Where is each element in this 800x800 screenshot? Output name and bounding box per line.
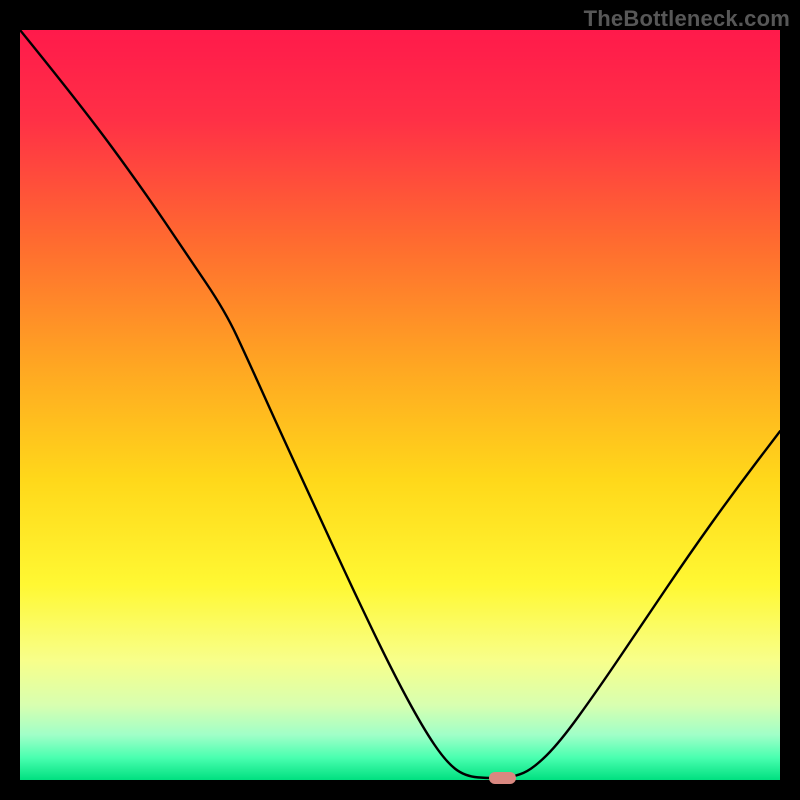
plot-area: [20, 30, 780, 780]
minimum-marker: [489, 772, 516, 784]
watermark-label: TheBottleneck.com: [584, 6, 790, 32]
gradient-background: [20, 30, 780, 780]
chart-container: TheBottleneck.com: [0, 0, 800, 800]
